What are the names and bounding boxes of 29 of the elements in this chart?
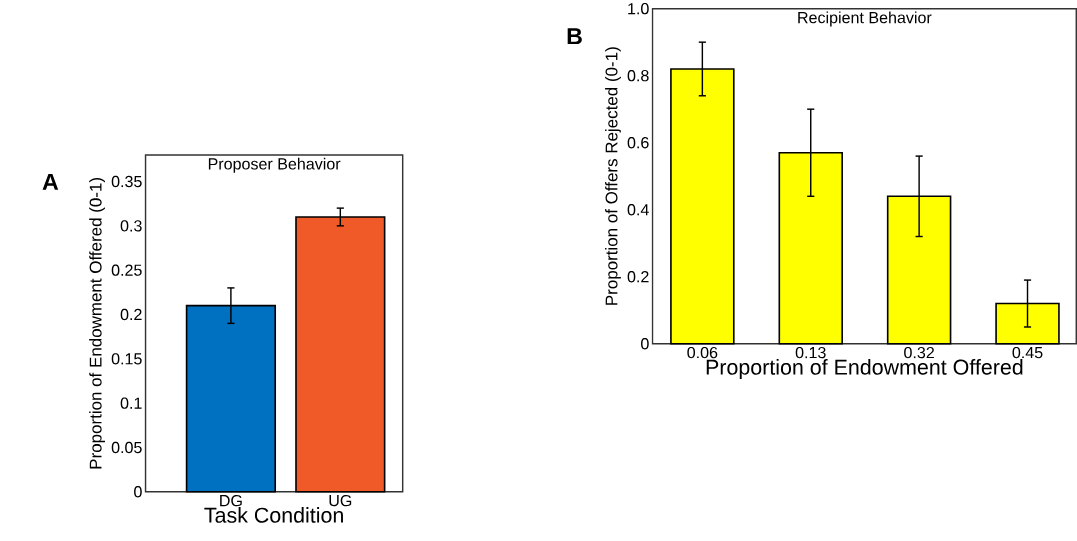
x-tick-label: 0.45 (1012, 346, 1043, 359)
y-tick-label: 0.1 (120, 397, 142, 409)
y-tick-label: 0.15 (111, 352, 142, 365)
y-tick-label: 0.3 (120, 219, 142, 232)
text: A (42, 173, 59, 190)
x-tick-label: 0.13 (795, 346, 826, 359)
x-axis-title: Proportion of Endowment Offered (706, 358, 1023, 379)
chart-title: Proposer Behavior (208, 157, 341, 173)
y-tick-label: 0.8 (627, 69, 649, 82)
y-tick-label: 0.4 (627, 203, 649, 216)
y-tick-label: 0.05 (111, 441, 142, 453)
y-tick-label: 1.0 (628, 2, 649, 15)
chart-title: Recipient Behavior (798, 11, 932, 27)
x-tick-label: UG (329, 494, 352, 507)
y-tick-label: 0 (134, 485, 142, 498)
text: B (567, 27, 582, 44)
y-tick-label: 0.2 (120, 308, 142, 320)
y-axis-title: Proportion of Offers Rejected (0-1) (605, 47, 621, 305)
y-tick-label: 0.25 (111, 264, 142, 276)
y-tick-label: 0 (641, 337, 649, 350)
bar (886, 195, 952, 345)
y-axis-title: Proportion of Endowment Offered (0-1) (89, 177, 105, 469)
x-tick-label: 0.06 (687, 346, 718, 359)
x-tick-label: 0.32 (904, 346, 934, 359)
x-tick-label: DG (220, 494, 242, 507)
y-tick-label: 0.2 (627, 270, 649, 283)
y-tick-label: 0.35 (111, 175, 142, 187)
x-axis-title: Task Condition (204, 506, 343, 523)
y-tick-label: 0.6 (627, 136, 649, 149)
